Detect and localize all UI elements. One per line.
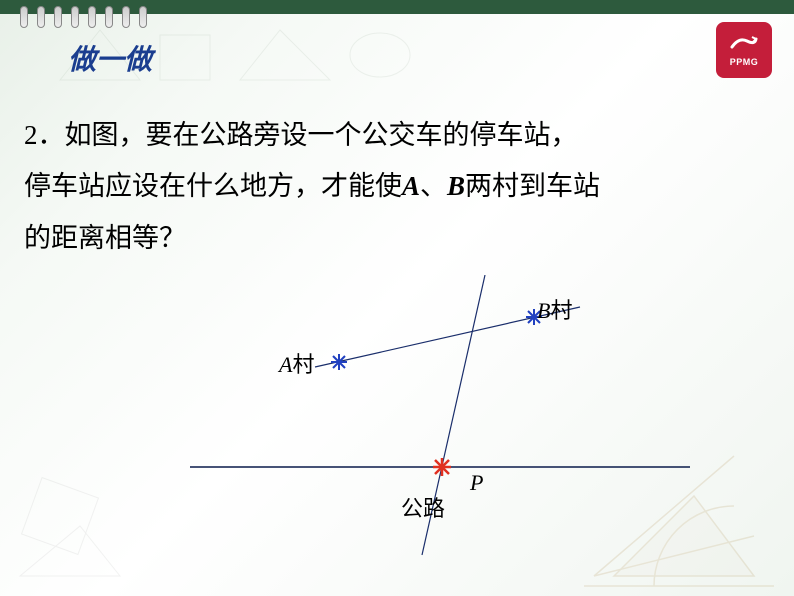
var-b: B xyxy=(447,171,465,201)
label-village-a: A村 xyxy=(279,347,314,379)
label-a-var: A xyxy=(279,352,292,377)
problem-line2b: 两村到车站 xyxy=(465,171,600,201)
label-village-b: B村 xyxy=(537,293,572,325)
separator: 、 xyxy=(420,171,447,201)
problem-number: 2． xyxy=(24,120,65,150)
label-point-p: P xyxy=(470,470,483,496)
logo-text: PPMG xyxy=(730,57,759,67)
problem-line2a: 停车站应设在什么地方，才能使 xyxy=(24,171,402,201)
label-road: 公路 xyxy=(401,491,445,523)
label-a-suffix: 村 xyxy=(292,352,314,377)
watermark-bottom-left xyxy=(0,446,160,596)
geometry-diagram: A村 B村 P 公路 xyxy=(150,275,710,575)
section-title: 做一做 xyxy=(68,38,152,78)
ppmg-logo: PPMG xyxy=(716,22,772,78)
problem-line3: 的距离相等？ xyxy=(24,223,186,253)
label-b-suffix: 村 xyxy=(550,298,572,323)
point-a-marker xyxy=(331,354,347,370)
point-p-marker xyxy=(433,458,451,476)
diagram-svg xyxy=(150,275,710,575)
problem-line1: 如图，要在公路旁设一个公交车的停车站， xyxy=(65,120,578,150)
label-b-var: B xyxy=(537,298,550,323)
logo-swirl-icon xyxy=(729,33,759,55)
var-a: A xyxy=(402,171,420,201)
problem-text: 2．如图，要在公路旁设一个公交车的停车站， 停车站应设在什么地方，才能使A、B两… xyxy=(24,110,704,264)
